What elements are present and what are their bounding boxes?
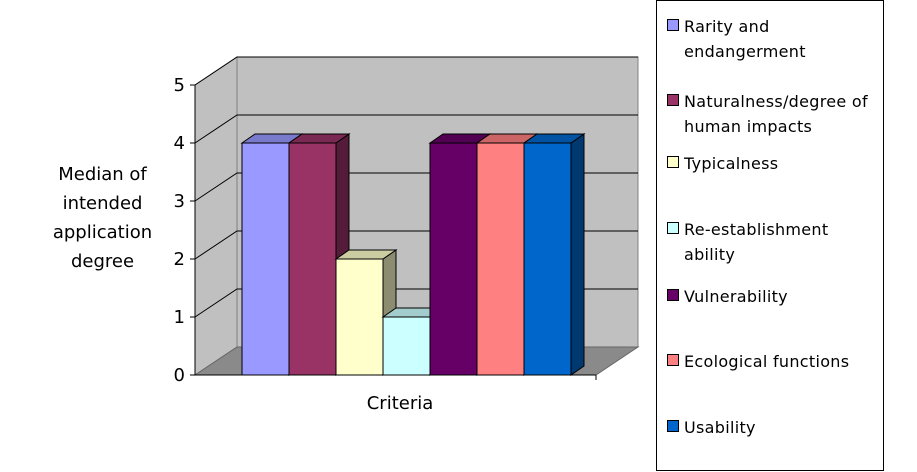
legend-item: Usability [667,415,879,440]
legend-item: Typicalness [667,151,879,176]
bar [429,142,478,376]
legend-swatch [667,156,679,168]
legend: Rarity and endangerment Naturalness/degr… [656,0,884,471]
y-tick-label: 0 [174,365,185,386]
y-tick-label: 5 [174,75,185,96]
bar [476,142,525,376]
bar [241,142,290,376]
legend-label: Ecological functions [684,352,850,371]
y-tick-label: 4 [174,133,185,154]
legend-swatch [667,94,679,106]
legend-label: Naturalness/degree of human impacts [684,92,868,136]
side-wall [194,56,238,376]
legend-swatch [667,289,679,301]
legend-label: Re-establishment ability [684,220,829,264]
bar [523,142,572,376]
legend-label: Usability [684,418,756,437]
bar [288,142,337,376]
legend-label: Typicalness [684,154,779,173]
legend-item: Ecological functions [667,349,879,374]
gridline [194,114,638,144]
legend-label: Vulnerability [684,287,788,306]
x-axis-label: Criteria [366,393,434,414]
bar-side [570,133,585,376]
legend-item: Vulnerability [667,284,879,309]
legend-swatch [667,19,679,31]
y-tick-label: 3 [174,191,185,212]
gridline [194,56,638,86]
legend-swatch [667,420,679,432]
legend-swatch [667,354,679,366]
y-tick-label: 2 [174,249,185,270]
legend-item: Rarity and endangerment [667,14,879,64]
bar [382,316,431,376]
legend-swatch [667,222,679,234]
legend-label: Rarity and endangerment [684,17,806,61]
legend-item: Re-establishment ability [667,217,879,267]
y-axis-label: Median of intended application degree [52,164,153,272]
y-tick-label: 1 [174,307,185,328]
legend-item: Naturalness/degree of human impacts [667,89,879,139]
bar [335,258,384,376]
